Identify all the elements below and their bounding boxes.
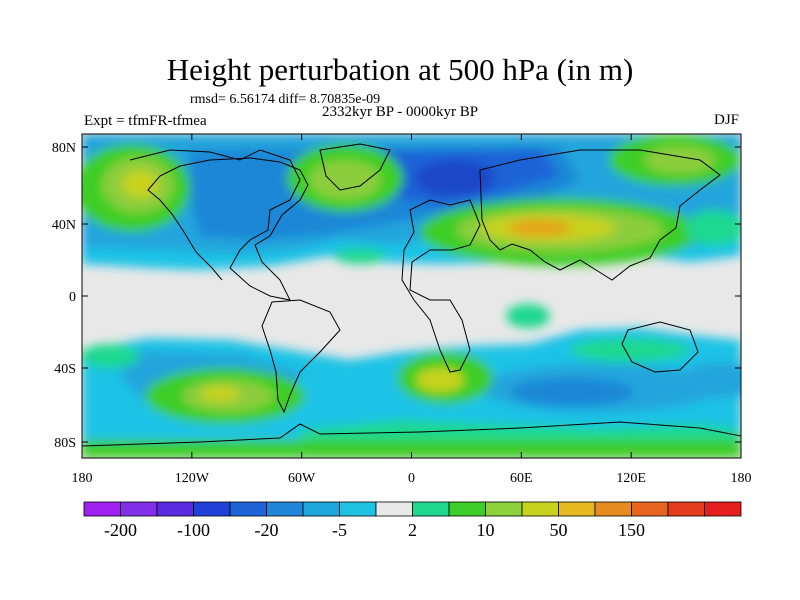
lon-tick-label: 180	[72, 471, 93, 486]
stats-label: rmsd= 6.56174 diff= 8.70835e-09	[190, 92, 381, 107]
colorbar-boxes	[83, 501, 742, 517]
antarctica-coast	[82, 421, 741, 447]
season-label: DJF	[714, 112, 740, 128]
colorbar-box	[266, 501, 304, 517]
lon-tick-label: 60E	[510, 471, 533, 486]
experiment-label: Expt = tfmFR-tfmea	[84, 113, 207, 129]
atlantic-tropical-positive	[334, 248, 386, 264]
colorbar-labels: -200 -100 -20 -5 2 10 50 150	[104, 520, 645, 540]
north-america-coast	[129, 149, 309, 301]
south-indian-positive	[570, 338, 690, 362]
lat-tick-label: 80N	[52, 141, 76, 156]
colorbar-label: -5	[332, 520, 347, 540]
australia-coast	[621, 321, 699, 373]
colorbar-box	[193, 501, 231, 517]
colorbar-box	[521, 501, 559, 517]
south-america-coast	[261, 299, 341, 414]
colorbar-label: -200	[104, 520, 137, 540]
lon-tick-label: 120E	[616, 471, 646, 486]
colorbar-box	[485, 501, 523, 517]
lon-tick-label: 0	[408, 471, 415, 486]
colorbar-box	[448, 501, 486, 517]
south-pacific-peak	[200, 386, 240, 402]
colorbar-box	[631, 501, 669, 517]
colorbar-label: 2	[408, 520, 417, 540]
lon-tick-label: 60W	[288, 471, 316, 486]
greenland-coast	[319, 143, 391, 191]
map-title: Height perturbation at 500 hPa (in m)	[166, 52, 634, 87]
colorbar-box	[83, 501, 121, 517]
south-atlantic-core	[416, 368, 464, 392]
height-field	[82, 134, 741, 458]
lat-tick-label: 80S	[54, 436, 76, 451]
greenland-core	[309, 160, 381, 200]
colorbar-box	[339, 501, 377, 517]
colorbar-box	[558, 501, 596, 517]
arctic-core	[644, 146, 716, 174]
asia-coast	[479, 149, 721, 281]
colorbar-box	[302, 501, 340, 517]
period-label: 2332kyr BP - 0000kyr BP	[322, 104, 479, 120]
colorbar-box	[667, 501, 705, 517]
europe-africa-coast	[401, 199, 481, 373]
colorbar-label: 50	[550, 520, 568, 540]
lat-tick-label: 0	[69, 290, 76, 305]
colorbar-label: -20	[255, 520, 279, 540]
colorbar-label: -100	[177, 520, 210, 540]
coastlines	[82, 143, 741, 447]
colorbar-box	[412, 501, 450, 517]
lon-tick-label: 120W	[175, 471, 210, 486]
asia-peak	[508, 220, 572, 236]
southwest-pacific-positive	[82, 344, 140, 368]
colorbar-box	[704, 501, 742, 517]
lon-tick-label: 180	[731, 471, 752, 486]
colorbar-box	[229, 501, 267, 517]
eurasia-dark-blue	[415, 160, 495, 196]
colorbar-label: 150	[618, 520, 645, 540]
south-pacific-far-blue	[680, 362, 741, 398]
lat-tick-label: 40N	[52, 218, 76, 233]
longitude-axis: 180 120W 60W 0 60E 120E 180	[72, 134, 752, 486]
colorbar-label: 10	[477, 520, 495, 540]
colorbar-box	[594, 501, 632, 517]
colorbar-box	[120, 501, 158, 517]
indian-ocean-positive	[506, 304, 550, 328]
western-pacific-positive	[685, 210, 741, 246]
antarctic-band	[82, 440, 741, 458]
colorbar-box	[375, 501, 413, 517]
latitude-axis: 80N 40N 0 40S 80S	[52, 141, 741, 451]
colorbar-box	[156, 501, 194, 517]
lat-tick-label: 40S	[54, 362, 76, 377]
south-indian-mid-blue	[510, 378, 634, 406]
